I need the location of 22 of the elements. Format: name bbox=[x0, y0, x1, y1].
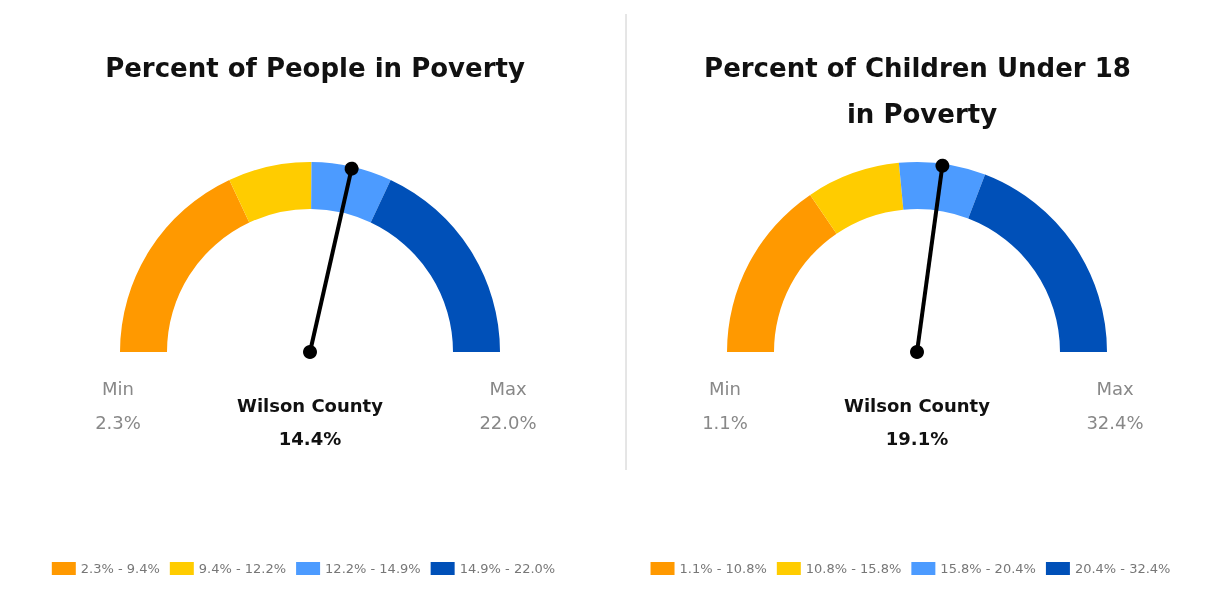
text: Wilson County bbox=[237, 394, 384, 416]
text: Wilson County bbox=[844, 394, 991, 416]
text: 14.4% bbox=[278, 427, 342, 449]
chart-title: Percent of Children Under 18 in Poverty bbox=[704, 53, 1140, 129]
text: Max bbox=[489, 377, 527, 399]
text: 22.0% bbox=[479, 411, 537, 433]
legend-label: 14.9% - 22.0% bbox=[459, 561, 556, 576]
text: 2.3% bbox=[95, 411, 141, 433]
text: Max bbox=[1096, 377, 1134, 399]
text: 1.1% bbox=[702, 411, 748, 433]
legend-label: 15.8% - 20.4% bbox=[940, 561, 1036, 576]
text: 19.1% bbox=[885, 427, 949, 449]
legend-label: 2.3% - 9.4% bbox=[80, 561, 160, 576]
legend-label: 12.2% - 14.9% bbox=[325, 561, 421, 576]
legend-label: 1.1% - 10.8% bbox=[679, 561, 767, 576]
legend-label: 9.4% - 12.2% bbox=[198, 561, 287, 576]
legend-label: 10.8% - 15.8% bbox=[805, 561, 902, 576]
text: Min bbox=[102, 377, 134, 399]
legend-label: 20.4% - 32.4% bbox=[1074, 561, 1171, 576]
text: 32.4% bbox=[1086, 411, 1144, 433]
chart-title: Percent of People in Poverty bbox=[105, 53, 525, 83]
text: Min bbox=[709, 377, 741, 399]
